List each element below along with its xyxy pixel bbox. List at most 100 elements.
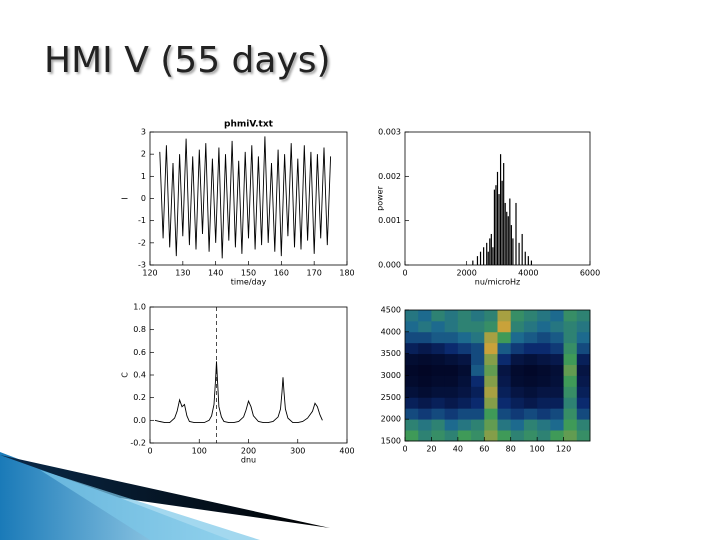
heatmap-cell (563, 408, 578, 420)
heatmap-cell (484, 310, 498, 322)
x-tick-label: 20 (426, 445, 436, 454)
heatmap-cell (563, 375, 578, 387)
y-tick-label: 2500 (381, 393, 401, 402)
heatmap-cell (550, 386, 564, 398)
y-tick-label: 0.8 (133, 325, 146, 334)
x-tick-label: 0 (402, 269, 407, 278)
heatmap-cell (550, 419, 564, 431)
heatmap-cell (497, 386, 512, 398)
x-tick-label: 130 (175, 269, 190, 278)
heatmap-cell (497, 310, 512, 322)
heatmap-cell (537, 386, 551, 398)
x-axis-label: time/day (231, 278, 267, 287)
heatmap-cell (537, 310, 551, 322)
heatmap-cell (576, 353, 591, 365)
y-tick-label: -2 (138, 238, 146, 247)
swoosh (40, 470, 260, 540)
heatmap-cell (444, 397, 459, 409)
heatmap-cell (405, 342, 419, 355)
heatmap-cell (537, 342, 551, 355)
heatmap-cell (550, 408, 564, 420)
y-tick-label: 2 (141, 150, 146, 159)
heatmap-cell (405, 320, 419, 333)
heatmap-cell (510, 375, 525, 387)
heatmap-cell (523, 430, 538, 442)
heatmap-cell (576, 375, 591, 387)
heatmap-cell (537, 320, 551, 333)
swoosh (0, 455, 330, 528)
heatmap-cell (405, 331, 419, 344)
heatmap-cell (405, 364, 419, 376)
heatmap-cell (471, 353, 485, 365)
y-tick-label: 0.003 (378, 128, 401, 137)
x-tick-label: 120 (142, 269, 157, 278)
heatmap-cell (431, 397, 446, 409)
heatmap-cell (510, 397, 525, 409)
heatmap-cell (550, 353, 564, 365)
heatmap-cell (497, 353, 512, 365)
heatmap-cell (457, 386, 472, 398)
plot-frame (404, 131, 591, 266)
heatmap-cell (418, 353, 432, 365)
heatmap-cell (418, 430, 432, 442)
heatmap-cell (537, 331, 551, 344)
heatmap-cell (484, 419, 498, 431)
x-tick-label: 170 (307, 269, 322, 278)
heatmap-cell (444, 375, 459, 387)
x-tick-label: 100 (530, 445, 545, 454)
heatmap-cell (444, 342, 459, 355)
heatmap-cell (484, 386, 498, 398)
heatmap-cell (510, 353, 525, 365)
plot-frame (149, 131, 348, 266)
heatmap-cell (457, 397, 472, 409)
x-tick-label: 300 (290, 447, 305, 456)
heatmap-cell (431, 331, 446, 344)
heatmap-cell (457, 331, 472, 344)
heatmap-cell (510, 342, 525, 355)
y-tick-label: 1.0 (133, 303, 146, 312)
heatmap-cell (576, 419, 591, 431)
y-tick-label: 3 (141, 128, 146, 137)
heatmap-cell (431, 320, 446, 333)
heatmap-cell (444, 320, 459, 333)
heatmap-cell (457, 419, 472, 431)
y-tick-label: -3 (138, 261, 146, 270)
heatmap-cell (576, 342, 591, 355)
heatmap-cell (484, 331, 498, 344)
y-axis-label: I (121, 197, 130, 199)
heatmap-cell (537, 408, 551, 420)
heatmap-cell (550, 310, 564, 322)
heatmap-cell (537, 397, 551, 409)
heatmap-cell (537, 353, 551, 365)
y-tick-label: -0.2 (130, 439, 146, 448)
heatmap-cell (431, 375, 446, 387)
heatmap-cell (457, 320, 472, 333)
x-tick-label: 160 (274, 269, 289, 278)
heatmap-cell (418, 386, 432, 398)
heatmap-cell (444, 353, 459, 365)
heatmap-cell (576, 331, 591, 344)
heatmap-cell (484, 375, 498, 387)
heatmap-cell (484, 342, 498, 355)
heatmap-cell (431, 310, 446, 322)
x-tick-label: 4000 (518, 269, 538, 278)
heatmap-cell (576, 430, 591, 442)
heatmap-cell (405, 353, 419, 365)
heatmap-cell (510, 430, 525, 442)
heatmap-cell (563, 430, 578, 442)
heatmap-cell (537, 375, 551, 387)
heatmap-cell (497, 342, 512, 355)
heatmap-cell (457, 430, 472, 442)
heatmap-cell (484, 408, 498, 420)
y-tick-label: 2000 (381, 415, 401, 424)
heatmap-cell (405, 386, 419, 398)
slide-title: HMI V (55 days) (44, 40, 331, 81)
data-line (154, 361, 323, 424)
heatmap-cell (497, 320, 512, 333)
x-tick-label: 150 (241, 269, 256, 278)
heatmap-cell (471, 364, 485, 376)
y-tick-label: 4500 (381, 306, 401, 315)
y-tick-label: 4000 (381, 327, 401, 336)
heatmap-cell (497, 364, 512, 376)
heatmap-cell (550, 375, 564, 387)
